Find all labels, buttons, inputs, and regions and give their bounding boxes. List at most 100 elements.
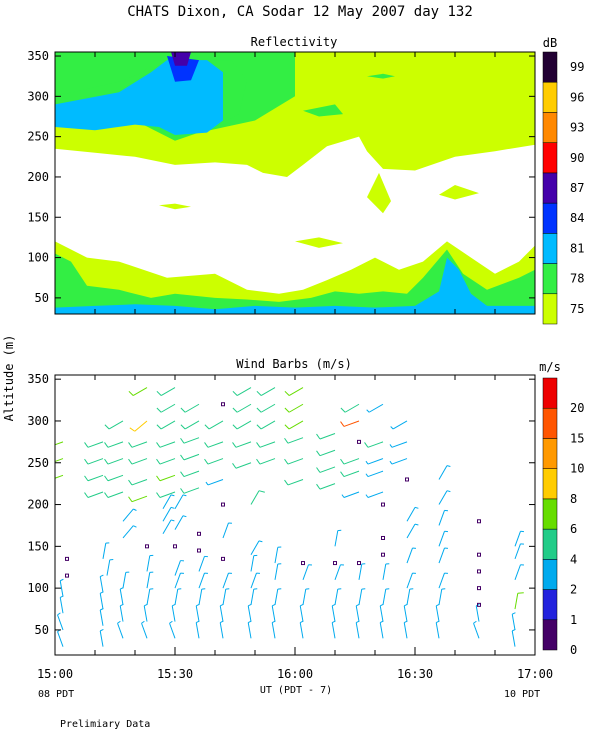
wind-barb (438, 510, 445, 526)
left-time-label: 08 PDT (38, 689, 74, 700)
wind-barb (122, 572, 127, 589)
wind-barb (344, 403, 360, 413)
wind-colorbar-tick-label: 20 (570, 401, 584, 415)
wind-y-tick-label: 50 (35, 623, 49, 637)
wind-colorbar-label: m/s (539, 360, 561, 374)
wind-barb-feather (390, 426, 394, 430)
reflectivity-colorbar-tick-label: 84 (570, 211, 584, 225)
wind-barb (236, 403, 252, 413)
wind-barb (143, 605, 148, 622)
wind-barb (260, 387, 276, 396)
wind-barb (87, 491, 104, 498)
wind-barb (146, 589, 151, 605)
wind-barb (403, 622, 408, 639)
time-tick-label: 16:00 (277, 667, 313, 681)
wind-barb-calm (405, 477, 409, 482)
wind-barb-feather (156, 442, 161, 448)
reflectivity-colorbar-swatch (542, 112, 558, 143)
wind-barb (260, 403, 276, 413)
reflectivity-y-tick-label: 200 (27, 170, 49, 184)
reflectivity-patch-75-d (439, 185, 479, 200)
wind-barb (511, 630, 516, 647)
wind-barb-feather (284, 390, 290, 396)
wind-barb-feather (258, 540, 263, 543)
wind-barb-feather (117, 620, 121, 624)
wind-barb-feather (170, 519, 175, 522)
wind-colorbar-tick-label: 4 (570, 552, 577, 566)
wind-barb (250, 555, 255, 572)
wind-barb-feather (232, 407, 238, 413)
time-tick-label: 17:00 (517, 667, 553, 681)
wind-barb (236, 420, 252, 430)
wind-barb-feather (316, 433, 321, 440)
wind-barb-feather (284, 458, 289, 465)
wind-barb-calm (145, 544, 149, 549)
wind-barb (271, 622, 276, 639)
wind-barb (514, 593, 519, 610)
wind-barb (299, 622, 304, 639)
wind-barb (141, 623, 148, 639)
wind-barb (259, 458, 276, 465)
wind-barb (160, 420, 176, 430)
wind-barb-feather (45, 476, 48, 481)
wind-barb-feather (156, 424, 162, 430)
wind-barb-feather (45, 442, 48, 447)
reflectivity-patch-75-b (295, 237, 343, 248)
reflectivity-patch-75-f (351, 269, 383, 278)
wind-barb-feather (156, 407, 162, 413)
wind-barb-feather (104, 458, 109, 465)
wind-barb (183, 437, 200, 444)
wind-barb-feather (128, 479, 133, 486)
wind-barb-feather (128, 496, 133, 502)
wind-barb (162, 507, 172, 522)
reflectivity-colorbar-swatch (542, 293, 558, 325)
wind-barb (222, 589, 227, 605)
wind-barb (287, 458, 304, 465)
wind-barb-feather (60, 578, 64, 582)
wind-barb (379, 622, 384, 639)
wind-colorbar-swatch (542, 589, 558, 621)
reflectivity-contour-81-lower (55, 257, 535, 314)
wind-barb-feather (129, 427, 136, 432)
wind-barb-calm (65, 556, 69, 561)
wind-barb-feather (156, 458, 161, 465)
wind-barb-feather (517, 592, 524, 594)
wind-barb-feather (84, 458, 89, 465)
wind-barb (438, 531, 445, 547)
wind-barb (343, 420, 360, 427)
wind-barb-feather (365, 473, 369, 477)
wind-barb (435, 622, 440, 639)
wind-barb-feather (128, 390, 134, 396)
wind-barb (403, 605, 408, 622)
wind-barb-feather (100, 574, 104, 578)
wind-barb (107, 458, 124, 465)
wind-barb (183, 470, 200, 478)
reflectivity-y-tick-label: 50 (35, 291, 49, 305)
wind-barb-feather (256, 442, 261, 448)
wind-barb (119, 589, 124, 605)
wind-barb-feather (104, 442, 109, 448)
wind-barb (288, 387, 304, 396)
wind-barb (174, 515, 184, 530)
wind-barb-feather (180, 454, 185, 461)
wind-barb-calm (477, 552, 481, 557)
wind-barb (99, 593, 104, 610)
wind-colorbar-tick-label: 8 (570, 492, 577, 506)
wind-barb (184, 403, 200, 413)
wind-barb-feather (258, 490, 265, 493)
wind-barb-calm (357, 561, 361, 566)
reflectivity-colorbar-swatch (542, 142, 558, 174)
wind-barb-feather (389, 460, 393, 465)
wind-barb (236, 387, 252, 396)
wind-barb-feather (414, 523, 419, 526)
wind-barb (247, 622, 252, 639)
wind-barb (195, 605, 200, 622)
wind-y-tick-label: 200 (27, 498, 49, 512)
wind-barb (222, 572, 229, 589)
wind-barb (514, 543, 521, 560)
wind-barb-feather (133, 508, 137, 511)
wind-barb (319, 466, 336, 473)
wind-barb (331, 605, 336, 622)
wind-barb (250, 589, 255, 605)
wind-barbs-y-axis: 50 100 150 200 250 300 350 (27, 372, 535, 637)
